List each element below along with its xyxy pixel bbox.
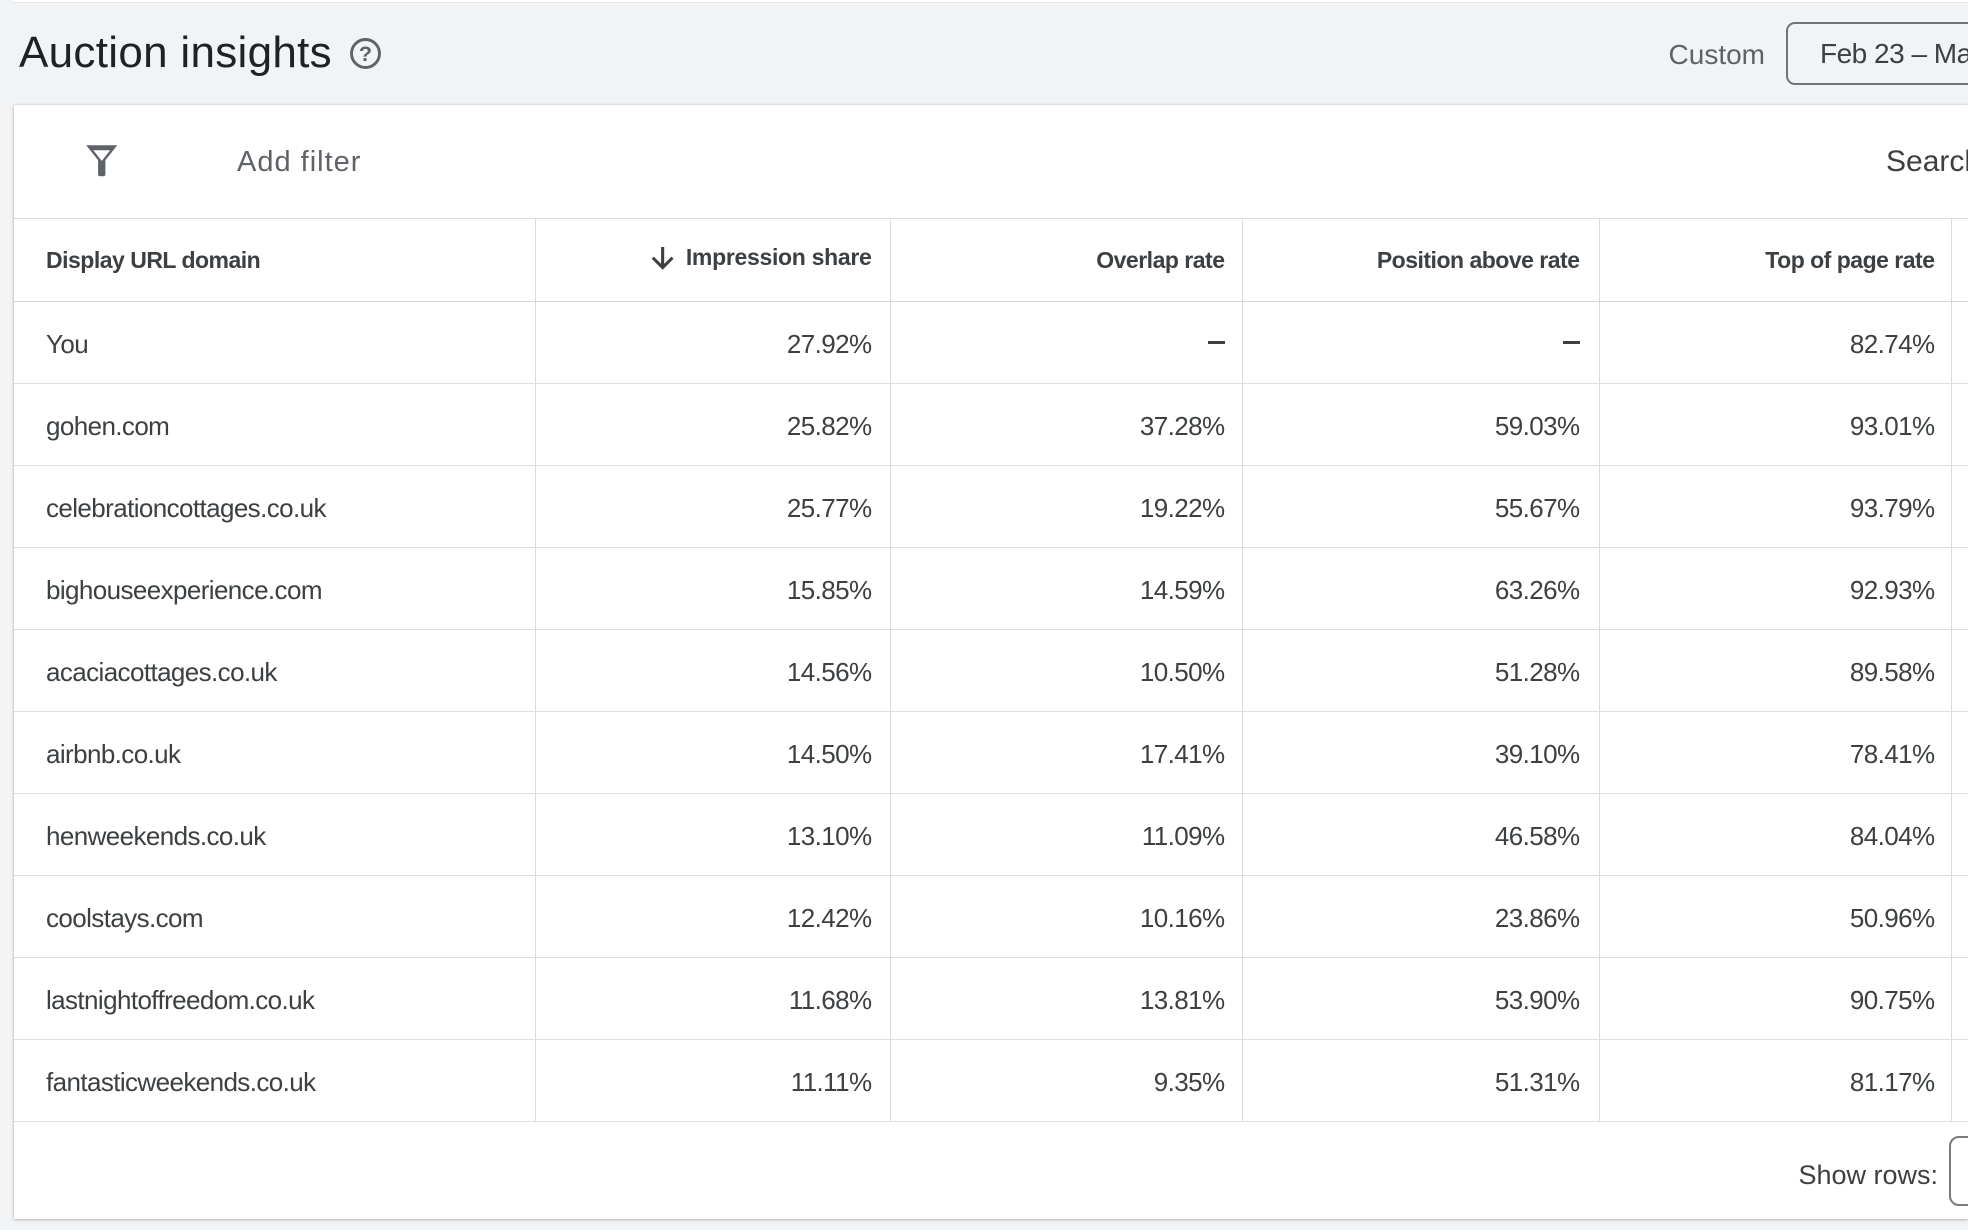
svg-text:?: ?: [359, 42, 372, 66]
